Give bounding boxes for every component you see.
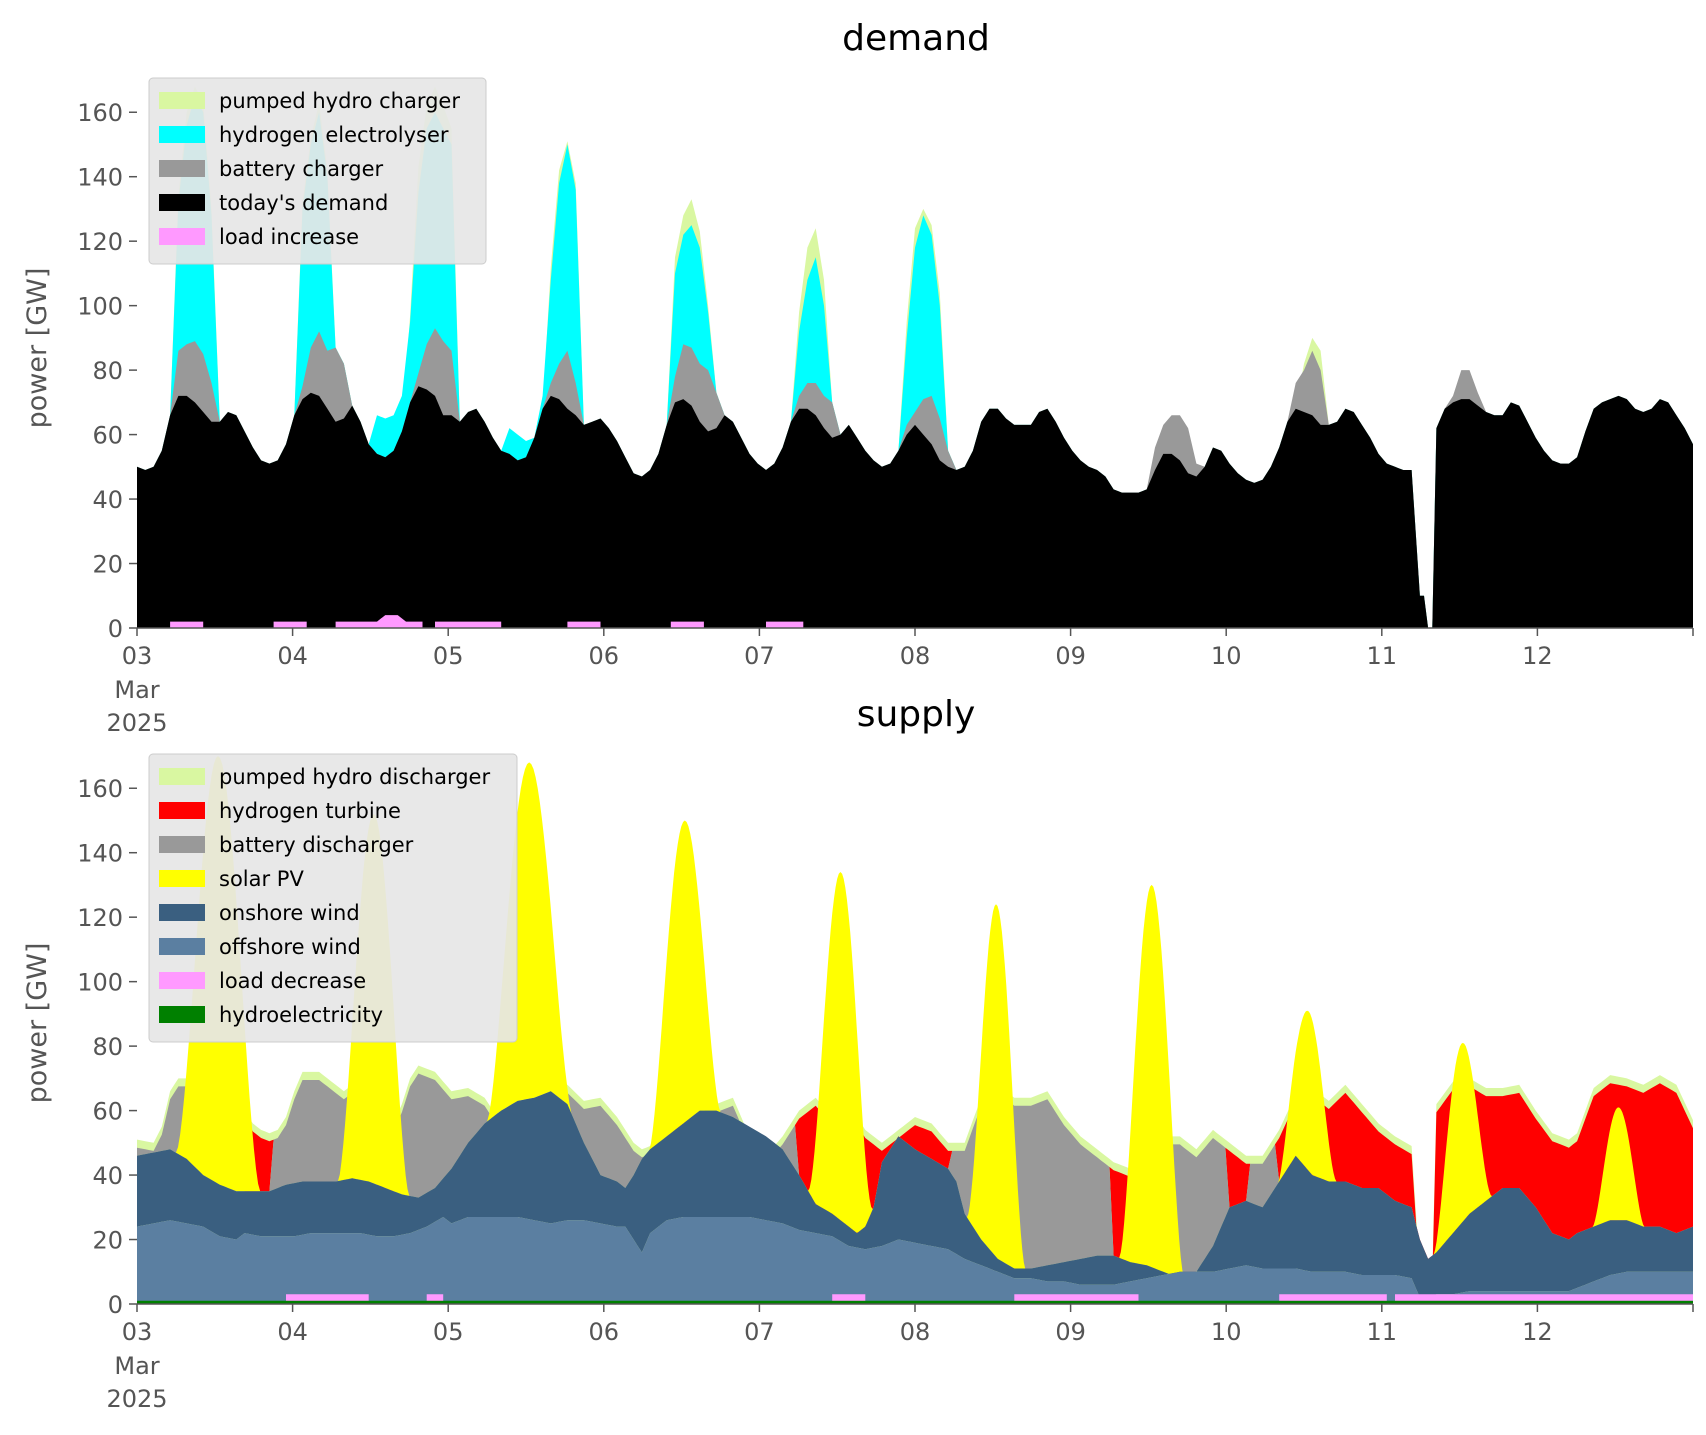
supply-panel: supply power [GW] 0204060801001201401600… — [22, 694, 1694, 1413]
supply-y-tick-label: 140 — [77, 840, 123, 868]
supply-y-tick-label: 160 — [77, 775, 123, 803]
supply-y-tick-label: 100 — [77, 969, 123, 997]
demand-x-tick-label: 05 — [433, 642, 464, 670]
supply-area-solar-pv — [966, 904, 1026, 1269]
supply-y-tick-label: 120 — [77, 904, 123, 932]
supply-area-solar-pv — [1119, 884, 1185, 1278]
supply-y-axis-label: power [GW] — [22, 943, 53, 1104]
demand-title: demand — [842, 18, 990, 59]
demand-y-tick-label: 100 — [77, 293, 123, 321]
supply-x-tick-label: 09 — [1055, 1318, 1086, 1346]
supply-area-solar-pv — [649, 820, 721, 1151]
supply-legend-label-onshore-wind: onshore wind — [219, 901, 360, 925]
supply-x-tick-sublabel: 2025 — [106, 1385, 167, 1413]
demand-area-today-s-demand — [137, 386, 1693, 628]
demand-x-tick-label: 04 — [277, 642, 308, 670]
demand-axes: 0 20 40 60 80 100 120 140 160 03 Mar 2025 04 05 06 07 08… — [77, 99, 1694, 737]
supply-y-tick-label: 0 — [108, 1291, 123, 1319]
supply-axes: 0 20 40 60 80 100 120 140 160 03 Mar 2025 04 05 06 07 08… — [77, 775, 1694, 1413]
demand-y-tick-label: 140 — [77, 164, 123, 192]
demand-x-tick-label: 10 — [1211, 642, 1242, 670]
demand-x-tick-sublabel: Mar — [114, 676, 159, 704]
demand-x-tick-label: 03 — [122, 642, 153, 670]
supply-y-tick-label: 60 — [92, 1098, 123, 1126]
supply-legend-swatch-battery-discharger — [159, 836, 205, 853]
demand-x-tick-label: 11 — [1367, 642, 1398, 670]
supply-legend-swatch-pumped-hydro-discharger — [159, 768, 205, 785]
demand-y-tick-label: 20 — [92, 551, 123, 579]
supply-area-solar-pv — [808, 872, 873, 1233]
supply-legend-swatch-offshore-wind — [159, 938, 205, 955]
supply-x-tick-label: 03 — [122, 1318, 153, 1346]
supply-y-tick-label: 80 — [92, 1033, 123, 1061]
demand-legend-swatch-today-s-demand — [159, 194, 205, 211]
supply-x-tick-label: 08 — [900, 1318, 931, 1346]
supply-x-tick-sublabel: Mar — [114, 1352, 159, 1380]
supply-legend-swatch-hydroelectricity — [159, 1006, 205, 1023]
demand-areas — [137, 86, 1693, 629]
demand-x-tick-label: 09 — [1055, 642, 1086, 670]
supply-x-tick-label: 10 — [1211, 1318, 1242, 1346]
supply-legend-label-load-decrease: load decrease — [219, 969, 366, 993]
supply-legend-label-hydroelectricity: hydroelectricity — [219, 1003, 383, 1027]
demand-y-tick-label: 80 — [92, 357, 123, 385]
supply-legend-box — [148, 753, 518, 1043]
demand-legend-label-today-s-demand: today's demand — [219, 191, 388, 215]
demand-y-tick-label: 60 — [92, 422, 123, 450]
supply-x-tick-label: 11 — [1367, 1318, 1398, 1346]
demand-y-tick-label: 40 — [92, 486, 123, 514]
demand-legend-swatch-hydrogen-electrolyser — [159, 126, 205, 143]
demand-legend-label-load-increase: load increase — [219, 225, 359, 249]
demand-y-tick-label: 120 — [77, 228, 123, 256]
supply-area-onshore-wind — [137, 1091, 1693, 1298]
supply-y-tick-label: 20 — [92, 1227, 123, 1255]
demand-legend-swatch-pumped-hydro-charger — [159, 92, 205, 109]
demand-y-axis-label: power [GW] — [22, 268, 53, 429]
demand-x-tick-label: 12 — [1522, 642, 1553, 670]
demand-x-tick-label: 08 — [900, 642, 931, 670]
supply-legend-label-offshore-wind: offshore wind — [219, 935, 361, 959]
demand-legend-label-hydrogen-electrolyser: hydrogen electrolyser — [219, 123, 449, 147]
supply-legend-swatch-load-decrease — [159, 972, 205, 989]
demand-area-load-increase — [137, 615, 1693, 628]
demand-legend: pumped hydro charger hydrogen electrolyse… — [148, 77, 487, 265]
supply-x-tick-label: 06 — [589, 1318, 620, 1346]
supply-area-offshore-wind — [137, 1217, 1693, 1304]
demand-legend-swatch-battery-charger — [159, 160, 205, 177]
demand-legend-label-battery-charger: battery charger — [219, 157, 384, 181]
supply-x-tick-label: 12 — [1522, 1318, 1553, 1346]
supply-legend-label-pumped-hydro-discharger: pumped hydro discharger — [219, 765, 490, 789]
demand-y-tick-label: 0 — [108, 615, 123, 643]
demand-x-tick-label: 06 — [589, 642, 620, 670]
supply-legend-swatch-onshore-wind — [159, 904, 205, 921]
supply-y-tick-label: 40 — [92, 1162, 123, 1190]
supply-x-tick-label: 04 — [277, 1318, 308, 1346]
demand-y-tick-label: 160 — [77, 99, 123, 127]
supply-area-solar-pv — [1592, 1107, 1645, 1228]
supply-x-tick-label: 05 — [433, 1318, 464, 1346]
supply-legend: pumped hydro discharger hydrogen turbine b… — [148, 753, 518, 1043]
supply-legend-label-battery-discharger: battery discharger — [219, 833, 414, 857]
supply-areas — [137, 756, 1693, 1304]
demand-panel: demand power [GW] 0204060801001201401600… — [22, 18, 1694, 737]
supply-legend-label-hydrogen-turbine: hydrogen turbine — [219, 799, 401, 823]
demand-legend-swatch-load-increase — [159, 228, 205, 245]
supply-area-solar-pv — [1433, 1042, 1492, 1255]
demand-x-tick-label: 07 — [744, 642, 775, 670]
supply-legend-swatch-solar-pv — [159, 870, 205, 887]
demand-x-tick-sublabel: 2025 — [106, 709, 167, 737]
demand-legend-box — [148, 77, 487, 265]
supply-legend-swatch-hydrogen-turbine — [159, 802, 205, 819]
supply-legend-label-solar-pv: solar PV — [219, 867, 304, 891]
supply-area-hydroelectricity — [137, 1300, 1693, 1304]
supply-area-solar-pv — [1278, 1010, 1337, 1184]
demand-legend-label-pumped-hydro-charger: pumped hydro charger — [219, 89, 460, 113]
supply-x-tick-label: 07 — [744, 1318, 775, 1346]
supply-title: supply — [857, 694, 976, 735]
